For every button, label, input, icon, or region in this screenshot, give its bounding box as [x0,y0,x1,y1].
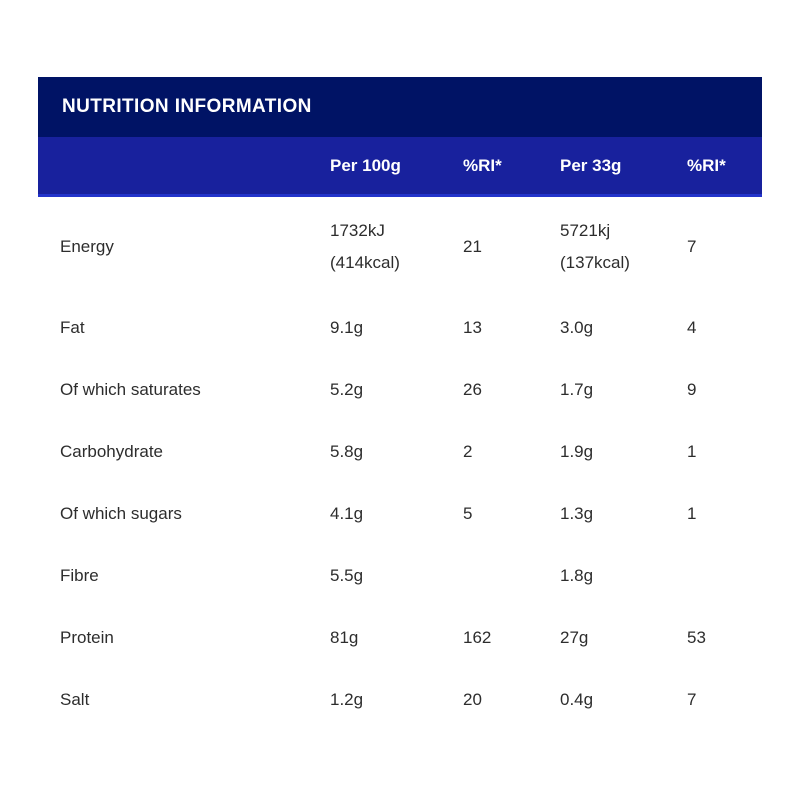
cell-ri-100: 5 [463,498,560,530]
cell-line: 2 [463,442,473,461]
row-label: Of which saturates [60,380,201,399]
row-label: Protein [60,628,114,647]
cell-line: 26 [463,380,482,399]
table-row-sugars: Of which sugars 4.1g 5 1.3g 1 [38,483,762,545]
cell-line: 1 [687,442,697,461]
cell-line: 20 [463,690,482,709]
col-header-ri-33: %RI* [687,155,726,175]
cell-line: 4 [687,318,697,337]
cell-ri-100: 2 [463,436,560,468]
cell-ri-100: 20 [463,684,560,716]
cell-line: 53 [687,628,706,647]
cell-line: 162 [463,628,492,647]
cell-ri-33: 9 [687,374,762,406]
cell-line: 27g [560,628,589,647]
cell-line: 1.9g [560,442,594,461]
cell-line: 13 [463,318,482,337]
cell-line: 0.4g [560,690,594,709]
cell-line: 3.0g [560,318,594,337]
cell-per33g: 1.8g [560,560,687,592]
cell-per33g: 3.0g [560,312,687,344]
cell-line: 4.1g [330,504,364,523]
table-row-carbohydrate: Carbohydrate 5.8g 2 1.9g 1 [38,421,762,483]
cell-ri-33: 1 [687,498,762,530]
cell-per100g: 4.1g [330,498,463,530]
col-header-ri-100: %RI* [463,155,502,175]
cell-line: 1.2g [330,690,364,709]
table-row-energy: Energy 1732kJ (414kcal) 21 5721kj (137kc… [38,197,762,297]
cell-line: 21 [463,237,482,256]
cell-ri-33: 4 [687,312,762,344]
cell-ri-33: 7 [687,684,762,716]
cell-line: 5721kj [560,221,611,240]
cell-ri-33: 1 [687,436,762,468]
row-label: Of which sugars [60,504,182,523]
table-row-fat: Fat 9.1g 13 3.0g 4 [38,297,762,359]
cell-per100g: 1732kJ (414kcal) [330,215,463,279]
cell-line: 1.3g [560,504,594,523]
cell-ri-33: 7 [687,231,762,263]
cell-line: 1732kJ [330,221,385,240]
cell-line: (414kcal) [330,253,400,272]
table-title-bar: NUTRITION INFORMATION [38,77,762,137]
cell-per100g: 1.2g [330,684,463,716]
cell-per100g: 9.1g [330,312,463,344]
cell-ri-100: 21 [463,231,560,263]
cell-line: 5.2g [330,380,364,399]
cell-ri-33: 53 [687,622,762,654]
cell-line: 7 [687,690,697,709]
row-label: Carbohydrate [60,442,164,461]
cell-per100g: 5.2g [330,374,463,406]
cell-line: 81g [330,628,359,647]
cell-per33g: 0.4g [560,684,687,716]
table-row-fibre: Fibre 5.5g 1.8g [38,545,762,607]
table-row-salt: Salt 1.2g 20 0.4g 7 [38,669,762,731]
cell-line: 9.1g [330,318,364,337]
cell-line: 5.8g [330,442,364,461]
cell-per33g: 27g [560,622,687,654]
nutrition-table: NUTRITION INFORMATION Per 100g %RI* Per … [38,77,762,731]
cell-line: 1.8g [560,566,594,585]
cell-line: 1 [687,504,697,523]
cell-per100g: 81g [330,622,463,654]
table-row-protein: Protein 81g 162 27g 53 [38,607,762,669]
cell-line: 9 [687,380,697,399]
cell-line: 5 [463,504,473,523]
cell-per100g: 5.8g [330,436,463,468]
col-header-per33g: Per 33g [560,155,622,175]
cell-per33g: 1.7g [560,374,687,406]
cell-per33g: 5721kj (137kcal) [560,215,687,279]
cell-line: (137kcal) [560,253,630,272]
cell-per33g: 1.3g [560,498,687,530]
row-label: Fat [60,318,85,337]
cell-line: 1.7g [560,380,594,399]
column-header-row: Per 100g %RI* Per 33g %RI* [38,137,762,197]
cell-ri-100: 26 [463,374,560,406]
cell-ri-100: 13 [463,312,560,344]
row-label: Salt [60,690,90,709]
cell-line: 5.5g [330,566,364,585]
cell-line: 7 [687,237,697,256]
row-label: Energy [60,237,114,256]
cell-per100g: 5.5g [330,560,463,592]
cell-ri-100: 162 [463,622,560,654]
table-row-saturates: Of which saturates 5.2g 26 1.7g 9 [38,359,762,421]
col-header-per100g: Per 100g [330,155,401,175]
cell-per33g: 1.9g [560,436,687,468]
row-label: Fibre [60,566,99,585]
table-title: NUTRITION INFORMATION [62,96,312,117]
